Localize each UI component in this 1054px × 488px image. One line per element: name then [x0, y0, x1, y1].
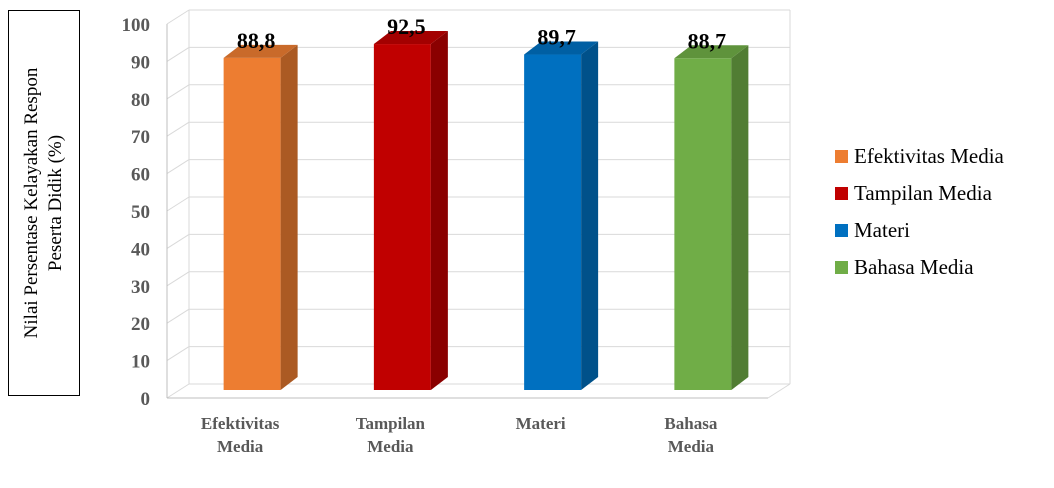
bar-side — [280, 44, 298, 390]
gridline-side — [166, 308, 190, 324]
bar — [223, 57, 281, 390]
y-tick-label: 100 — [122, 15, 151, 36]
bar — [373, 44, 431, 391]
y-tick-label: 10 — [131, 352, 150, 373]
legend-label: Bahasa Media — [854, 255, 974, 279]
x-tick-label: Media — [217, 437, 264, 456]
y-axis-label-line-1: Nilai Persentase Kelayakan Respon — [21, 67, 42, 339]
bar — [674, 58, 732, 391]
gridline-side — [166, 346, 190, 362]
y-axis-label-line-2: Peserta Didik (%) — [45, 134, 66, 272]
legend-label: Tampilan Media — [854, 181, 992, 205]
bar-value-label: 92,5 — [387, 14, 426, 39]
legend-swatch — [835, 224, 848, 237]
y-tick-label: 60 — [131, 165, 150, 186]
bar-top — [223, 44, 298, 58]
legend-item: Materi — [835, 212, 1004, 249]
legend-item: Tampilan Media — [835, 175, 1004, 212]
x-tick-label: Materi — [516, 414, 566, 433]
legend-label: Efektivitas Media — [854, 144, 1004, 168]
y-axis-label-box: Nilai Persentase Kelayakan Respon Pesert… — [8, 10, 80, 396]
y-tick-label: 30 — [131, 277, 150, 298]
bar-top — [674, 45, 749, 59]
legend-item: Bahasa Media — [835, 249, 1004, 286]
gridline-side — [166, 196, 190, 212]
y-tick-label: 80 — [131, 90, 150, 111]
y-tick-label: 90 — [131, 52, 150, 73]
gridline-side — [166, 383, 190, 399]
y-tick-label: 40 — [131, 239, 150, 260]
y-axis-label: Nilai Persentase Kelayakan Respon Pesert… — [20, 68, 68, 339]
legend-item: Efektivitas Media — [835, 138, 1004, 175]
gridline-side — [166, 271, 190, 287]
chart-bars — [223, 31, 749, 391]
bar-value-label: 88,7 — [688, 28, 727, 53]
bar-side — [581, 41, 599, 390]
bar-side — [430, 31, 448, 391]
bar-side — [731, 45, 749, 391]
gridline-side — [166, 46, 190, 62]
y-tick-label: 50 — [131, 202, 150, 223]
bar — [524, 54, 582, 390]
chart-legend: Efektivitas Media Tampilan Media Materi … — [835, 138, 1004, 286]
x-tick-label: Media — [668, 437, 715, 456]
legend-label: Materi — [854, 218, 910, 242]
chart-axes: 0 10 20 30 40 50 60 70 80 90 100 — [122, 15, 768, 410]
legend-swatch — [835, 150, 848, 163]
legend-swatch — [835, 187, 848, 200]
x-tick-label: Bahasa — [664, 414, 717, 433]
bar-top — [524, 41, 599, 55]
gridline-side — [166, 159, 190, 175]
gridline-side — [166, 233, 190, 249]
y-tick-label: 0 — [141, 389, 151, 410]
legend-swatch — [835, 261, 848, 274]
bar-value-label: 88,8 — [237, 28, 276, 53]
floor-edge — [767, 383, 791, 399]
chart-labels: 88,8 Efektivitas Media 92,5 Tampilan Media 89,… — [201, 14, 726, 456]
gridline-side — [166, 84, 190, 100]
gridline-side — [166, 9, 190, 25]
y-tick-label: 20 — [131, 314, 150, 335]
x-tick-label: Media — [367, 437, 414, 456]
x-tick-label: Efektivitas — [201, 414, 280, 433]
x-tick-label: Tampilan — [356, 414, 426, 433]
y-tick-label: 70 — [131, 127, 150, 148]
bar-value-label: 89,7 — [537, 25, 576, 50]
bar-top — [373, 31, 448, 45]
gridline-side — [166, 121, 190, 137]
